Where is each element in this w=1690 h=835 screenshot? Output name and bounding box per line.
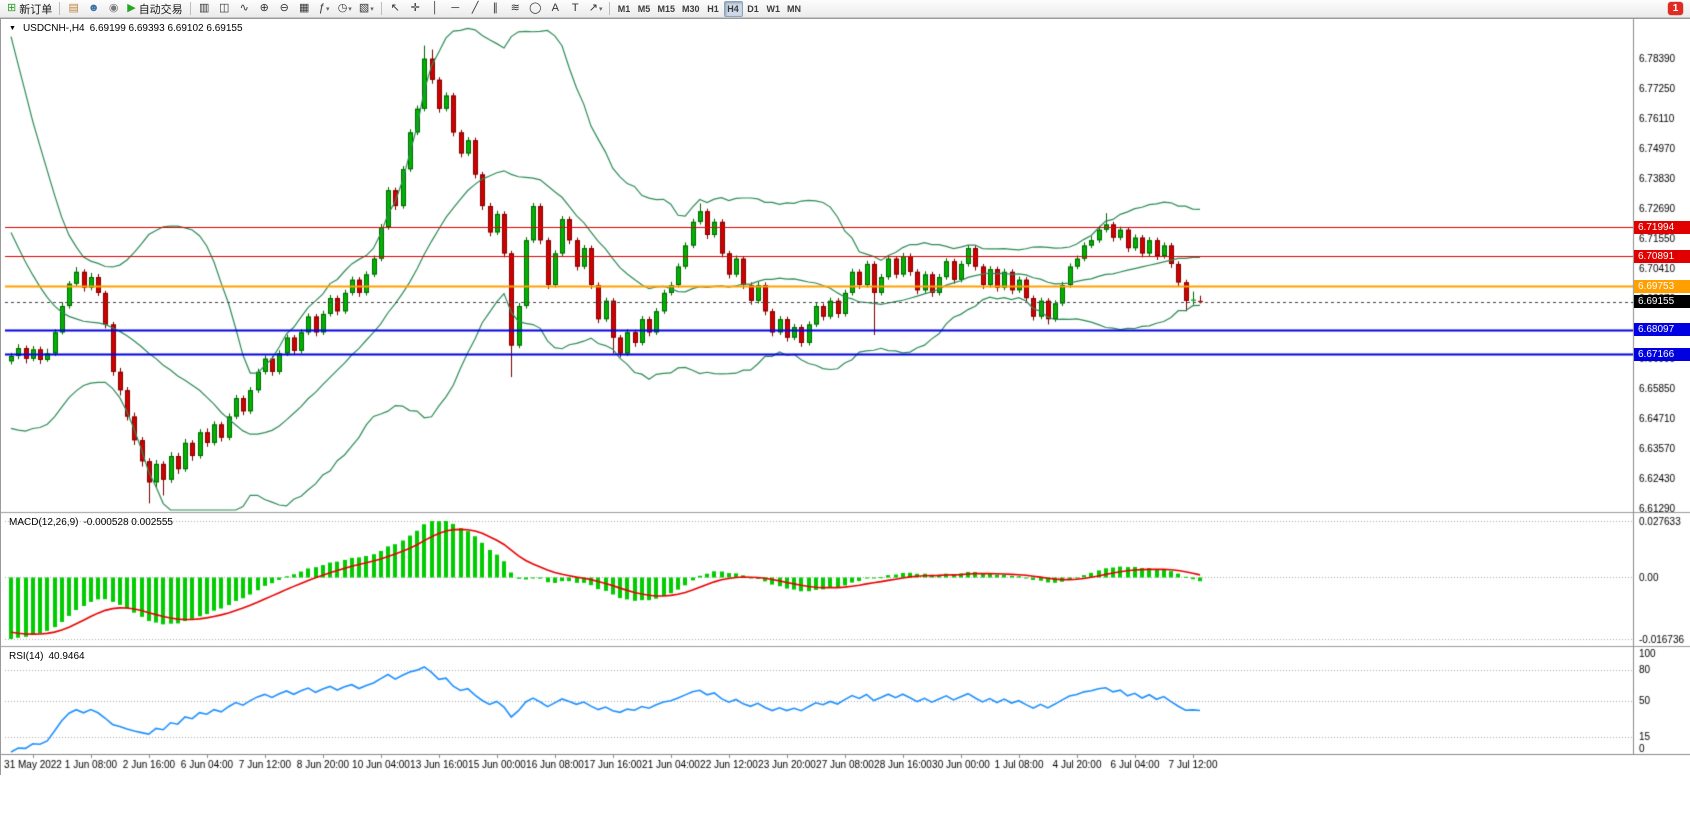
auto-trading-icon: ▶ [127,2,136,14]
timeframe-m30-button[interactable]: M30 [679,1,703,17]
timeframe-h4-button-label: H4 [727,3,739,14]
open-charts-button[interactable]: ▤ [64,1,83,17]
timeframe-m15-button[interactable]: M15 [654,1,678,17]
new-order-icon: ⊞ [7,2,17,14]
price-badge: 6.68097 [1634,323,1690,337]
zoom-out-button[interactable]: ⊖ [275,1,294,17]
periods-icon: ◷ [337,2,348,14]
timeframe-m15-button-label: M15 [657,3,675,14]
zoom-in-button[interactable]: ⊕ [255,1,274,17]
cursor-button[interactable]: ↖ [386,1,405,17]
bar-chart-icon: ▥ [198,2,210,14]
label-button[interactable]: T [566,1,585,17]
toolbar-separator [380,2,382,15]
tile-windows-icon: ▦ [298,2,310,14]
auto-trading-button[interactable]: ▶ 自动交易 [124,1,185,17]
text-icon: A [551,2,559,14]
dropdown-arrow-icon: ▾ [325,5,330,13]
price-badge: 6.70891 [1634,249,1690,263]
timeframe-h4-button[interactable]: H4 [723,0,743,17]
indicators-button[interactable]: ƒ ▾ [315,1,334,17]
timeframe-m5-button-label: M5 [637,3,651,14]
horizontal-line-icon: ─ [451,2,460,14]
text-button[interactable]: A [546,1,565,17]
label-icon: T [571,2,579,14]
rsi-indicator-label: RSI(14) 40.9464 [9,651,85,662]
new-order-button-label: 新订单 [19,3,53,16]
macd-name: MACD(12,26,9) [9,517,79,528]
price-badge: 6.67166 [1634,347,1690,361]
timeframe-h1-button-label: H1 [707,3,719,14]
templates-button[interactable]: ▧ ▾ [356,1,377,17]
market-watch-button[interactable]: ◉ [104,1,123,17]
price-badge: 6.69753 [1634,279,1690,293]
toolbar: ⊞ 新订单 ▤ ☻ ◉ ▶ 自动交易 ▥ ◫ ∿ ⊕ ⊖ ▦ ƒ ▾ ◷ ▾ ▧ ▾ ↖ ✛ │ ─ ╱ ∥ ≋ ◯ A T ↗ ▾ M1 M5… [0,0,1690,18]
timeframe-mn-button-label: MN [787,3,801,14]
toolbar-separator [189,2,191,15]
candlestick-chart-button[interactable]: ◫ [215,1,234,17]
line-chart-icon: ∿ [239,2,249,14]
zoom-out-icon: ⊖ [279,2,289,14]
timeframe-d1-button-label: D1 [747,3,759,14]
timeframe-m1-button-label: M1 [617,3,631,14]
timeframe-w1-button[interactable]: W1 [764,1,784,17]
new-order-button[interactable]: ⊞ 新订单 [4,1,55,17]
cursor-icon: ↖ [390,2,400,14]
market-watch-icon: ◉ [108,2,119,14]
vertical-line-icon: │ [431,2,439,14]
timeframe-h1-button[interactable]: H1 [704,1,723,17]
indicators-icon: ƒ [318,2,325,14]
notification-badge[interactable]: 1 [1668,2,1683,15]
timeframe-d1-button[interactable]: D1 [744,1,763,17]
trendline-button[interactable]: ╱ [466,1,485,17]
crosshair-button[interactable]: ✛ [406,1,425,17]
shapes-button[interactable]: ◯ [526,1,545,17]
open-charts-icon: ▤ [68,2,79,14]
shapes-icon: ◯ [529,2,542,14]
macd-indicator-label: MACD(12,26,9) -0.000528 0.002555 [9,517,173,528]
trendline-icon: ╱ [471,2,479,14]
fibonacci-button[interactable]: ≋ [506,1,525,17]
tile-windows-button[interactable]: ▦ [295,1,314,17]
periods-button[interactable]: ◷ ▾ [335,1,355,17]
horizontal-line-button[interactable]: ─ [446,1,465,17]
symbol-period-label: USDCNH-,H4 [22,23,85,34]
chart-title: ▼ USDCNH-,H4 6.69199 6.69393 6.69102 6.6… [9,23,243,34]
dropdown-arrow-icon: ▾ [370,5,374,13]
timeframe-mn-button[interactable]: MN [784,1,804,17]
price-badge: 6.71994 [1634,220,1690,234]
arrows-icon: ↗ [588,2,598,14]
macd-values: -0.000528 0.002555 [83,517,173,528]
dropdown-arrow-icon: ▾ [348,5,352,13]
zoom-in-icon: ⊕ [259,2,269,14]
price-chart-canvas[interactable] [1,19,1690,776]
line-chart-button[interactable]: ∿ [235,1,254,17]
fibonacci-icon: ≋ [510,2,520,14]
channel-button[interactable]: ∥ [486,1,505,17]
auto-trading-button-label: 自动交易 [138,3,183,16]
bar-chart-button[interactable]: ▥ [195,1,214,17]
toolbar-separator [609,2,611,15]
timeframe-m1-button[interactable]: M1 [614,1,633,17]
candlestick-chart-icon: ◫ [218,2,230,14]
arrows-button[interactable]: ↗ ▾ [586,1,606,17]
crosshair-icon: ✛ [410,2,420,14]
profile-icon: ☻ [87,2,100,14]
chart-window: ▼ USDCNH-,H4 6.69199 6.69393 6.69102 6.6… [0,18,1690,776]
ohlc-values: 6.69199 6.69393 6.69102 6.69155 [89,23,243,34]
toolbar-separator [59,2,61,15]
timeframe-m30-button-label: M30 [681,3,700,14]
rsi-value: 40.9464 [48,651,85,662]
dropdown-arrow-icon: ▾ [598,5,603,13]
price-badge: 6.69155 [1634,295,1690,309]
collapse-triangle-icon[interactable]: ▼ [9,25,16,32]
timeframe-w1-button-label: W1 [766,3,781,14]
profile-button[interactable]: ☻ [84,1,103,17]
rsi-name: RSI(14) [9,651,44,662]
templates-icon: ▧ [358,2,370,14]
vertical-line-button[interactable]: │ [426,1,445,17]
channel-icon: ∥ [492,2,498,14]
timeframe-m5-button[interactable]: M5 [634,1,653,17]
